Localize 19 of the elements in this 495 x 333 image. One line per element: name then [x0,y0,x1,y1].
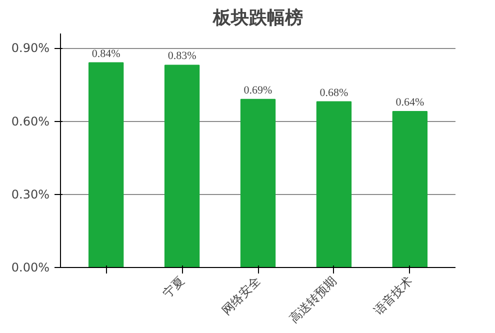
y-tick-label: 0.30% [11,187,50,202]
data-label: 0.69% [244,84,272,96]
bar [316,101,352,268]
data-label: 0.68% [320,86,348,99]
data-label: 0.64% [396,96,424,108]
chart-title: 板块跌幅榜 [212,8,303,28]
y-tick-label: 0.90% [11,41,50,56]
x-tick-label: 高送转预期 [286,274,339,326]
x-tick-label: 语音技术 [371,274,415,318]
bar [88,62,124,268]
x-tick-label: 宁夏 [160,274,187,300]
bar [164,64,200,268]
x-tick-label: 网络安全 [219,274,263,318]
bar [240,98,276,268]
y-tick-label: 0.60% [11,114,50,128]
data-label: 0.84% [92,48,120,60]
bar [392,111,428,268]
y-tick-label: 0.00% [11,260,50,274]
data-label: 0.83% [168,50,196,62]
